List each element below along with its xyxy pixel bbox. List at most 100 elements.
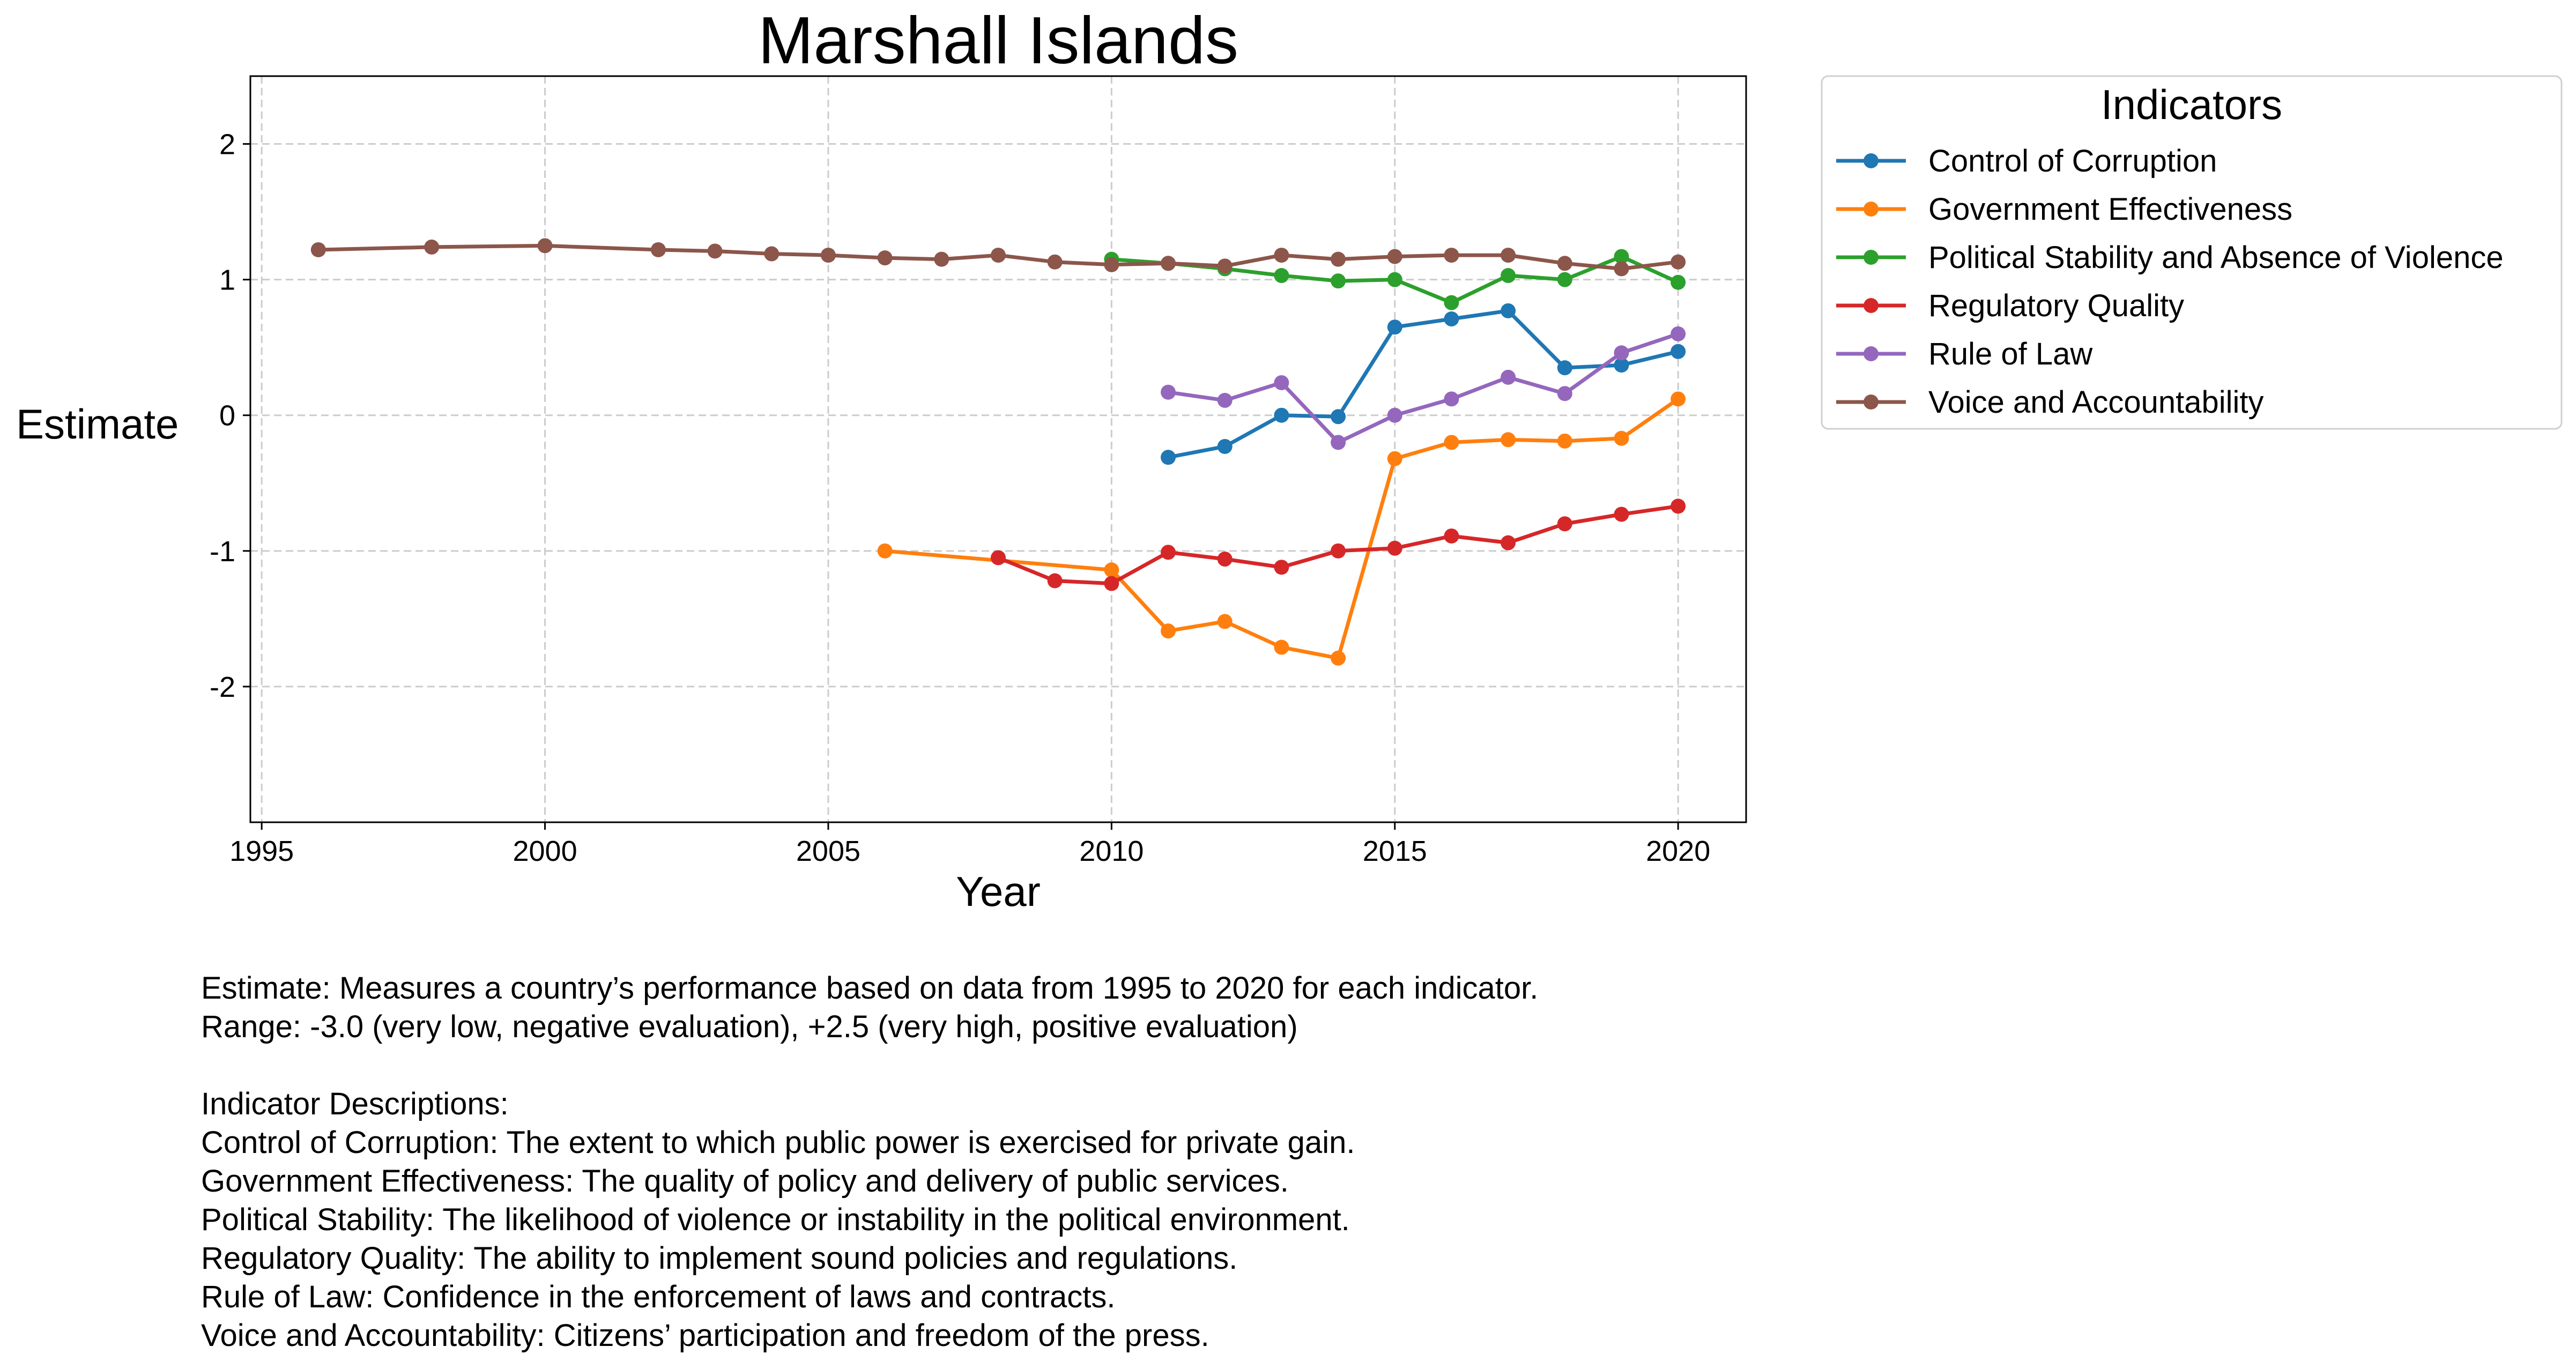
y-tick-label: -2 [210,671,235,703]
data-point [1557,516,1572,532]
series-government-effectiveness [877,391,1686,666]
axis-ticks: 1995 2000 2005 2010 2015 2020 -2 -1 0 1 2 [210,129,1710,867]
data-point [1217,258,1233,274]
data-point [1274,560,1289,575]
data-point [820,248,836,263]
note-line: Regulatory Quality: The ability to imple… [201,1241,1238,1276]
data-point [1614,249,1629,264]
data-point [1331,435,1346,450]
data-point [1161,545,1176,560]
legend-swatch-marker [1864,395,1879,410]
data-point [1387,540,1402,556]
series-line-voice-and-accountability [318,243,1679,271]
y-axis-title: Estimate [16,400,179,448]
legend-item: Rule of Law [1836,337,2093,371]
data-point [650,242,666,257]
data-point [1444,311,1459,327]
legend-swatch-marker [1864,346,1879,361]
note-line: Political Stability: The likelihood of v… [201,1202,1350,1237]
legend-swatch-marker [1864,153,1879,168]
note-line: Indicator Descriptions: [201,1087,509,1121]
data-point [1614,358,1629,373]
x-tick-label: 2010 [1079,835,1144,867]
chart-title: Marshall Islands [758,4,1238,78]
data-point [1047,573,1063,589]
x-tick-label: 2015 [1363,835,1427,867]
series-layer [310,238,1686,666]
data-point [1387,407,1402,423]
data-point [1614,430,1629,446]
data-point [934,251,949,267]
x-tick-label: 1995 [229,835,294,867]
legend-label: Voice and Accountability [1928,385,2264,420]
legend-label: Government Effectiveness [1928,192,2292,227]
note-line: Voice and Accountability: Citizens’ part… [201,1318,1209,1353]
data-point [1444,248,1459,263]
x-tick-label: 2000 [513,835,577,867]
legend-items: Control of Corruption Government Effectiv… [1836,144,2504,420]
note-line: Estimate: Measures a country’s performan… [201,971,1539,1006]
y-tick-label: -1 [210,535,235,568]
data-point [1501,369,1516,385]
legend-item: Regulatory Quality [1836,288,2184,323]
data-point [1217,552,1233,567]
note-spacer [201,1046,1538,1085]
data-point [1444,391,1459,407]
legend-swatch-marker [1864,250,1879,265]
data-point [991,550,1006,566]
series-line-government-effectiveness [885,397,1680,660]
data-point [1671,274,1686,290]
data-point [877,543,893,559]
data-point [1557,256,1572,271]
x-axis-title: Year [956,868,1041,915]
y-tick-label: 1 [219,264,235,296]
legend-item: Control of Corruption [1836,144,2217,178]
data-point [310,242,326,257]
x-tick-label: 2020 [1646,835,1710,867]
data-point [1217,392,1233,408]
data-point [1161,623,1176,639]
series-line-rule-of-law [1168,332,1679,444]
data-point [1444,435,1459,450]
series-line-control-of-corruption [1168,309,1679,459]
data-point [1217,614,1233,629]
data-point [1331,251,1346,267]
data-point [1331,650,1346,666]
data-point [1104,257,1119,272]
data-point [1161,450,1176,465]
note-line: Control of Corruption: The extent to whi… [201,1125,1355,1160]
data-point [424,239,440,255]
indicator-notes: Estimate: Measures a country’s performan… [201,969,1538,1355]
legend-label: Political Stability and Absence of Viole… [1928,240,2504,275]
data-point [1444,528,1459,544]
data-point [1501,432,1516,448]
data-point [1614,507,1629,522]
data-point [1671,344,1686,359]
data-point [707,243,723,259]
data-point [1671,254,1686,270]
y-tick-label: 2 [219,129,235,161]
data-point [1274,407,1289,423]
series-rule-of-law [1161,326,1686,450]
data-point [537,238,553,254]
plot-area-frame [249,75,1747,823]
series-voice-and-accountability [310,238,1686,277]
legend-item: Government Effectiveness [1836,192,2292,227]
data-point [1274,248,1289,263]
note-line: Range: -3.0 (very low, negative evaluati… [201,1009,1298,1044]
data-point [1217,438,1233,454]
note-line: Government Effectiveness: The quality of… [201,1164,1289,1199]
legend-label: Rule of Law [1928,337,2093,371]
data-point [764,246,780,262]
note-line: Rule of Law: Confidence in the enforceme… [201,1279,1116,1314]
data-point [1331,543,1346,559]
legend-label: Regulatory Quality [1928,288,2184,323]
data-point [877,250,893,266]
data-point [1104,576,1119,591]
data-point [1501,248,1516,263]
data-point [1671,391,1686,407]
data-point [1444,295,1459,310]
legend-label: Control of Corruption [1928,144,2217,178]
data-point [1161,256,1176,271]
